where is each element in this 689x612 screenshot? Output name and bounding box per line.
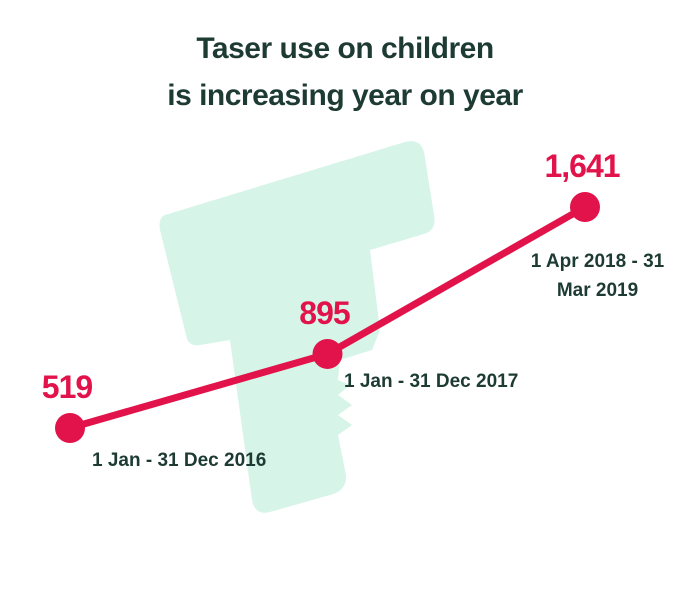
taser-silhouette — [159, 141, 435, 513]
value-label: 519 — [42, 369, 93, 405]
chart-title: is increasing year on year — [167, 79, 523, 112]
value-label: 1,641 — [544, 148, 619, 184]
data-point — [312, 338, 343, 369]
category-label: 1 Jan - 31 Dec 2016 — [92, 450, 267, 471]
value-label: 895 — [299, 295, 350, 331]
category-label: 1 Apr 2018 - 31 Mar 2019 — [530, 251, 665, 301]
category-label: 1 Jan - 31 Dec 2017 — [344, 371, 519, 392]
data-point — [55, 413, 85, 443]
taser-shape — [159, 141, 435, 513]
data-point — [570, 192, 600, 222]
chart-title: Taser use on children — [196, 32, 493, 65]
